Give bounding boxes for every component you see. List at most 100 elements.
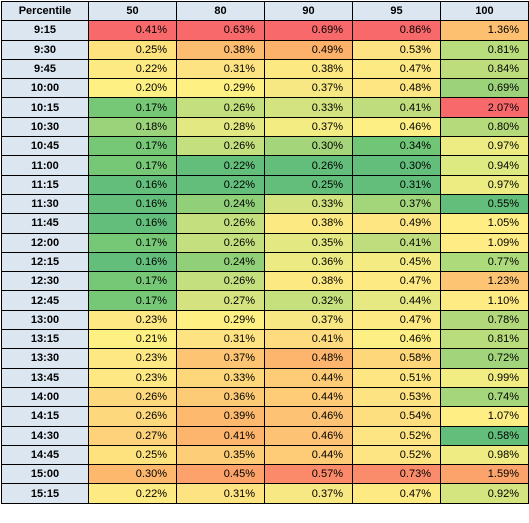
cell-p80[interactable]: 0.29% [176,309,265,331]
row-time-label[interactable]: 9:30 [1,39,89,60]
cell-p95[interactable]: 0.34% [352,136,441,157]
cell-p80[interactable]: 0.41% [176,425,265,446]
cell-p50[interactable]: 0.16% [88,174,177,195]
cell-p100[interactable]: 0.92% [440,483,529,504]
cell-p95[interactable]: 0.54% [352,406,441,427]
cell-p100[interactable]: 0.72% [440,348,529,369]
cell-p50[interactable]: 0.25% [88,39,177,60]
cell-p100[interactable]: 0.98% [440,444,529,466]
cell-p100[interactable]: 0.84% [440,58,529,80]
row-time-label[interactable]: 10:45 [1,136,89,157]
cell-p50[interactable]: 0.16% [88,213,177,234]
cell-p90[interactable]: 0.35% [264,232,353,253]
cell-p100[interactable]: 0.80% [440,116,529,138]
row-time-label[interactable]: 15:15 [1,483,89,504]
cell-p100[interactable]: 0.97% [440,136,529,157]
cell-p95[interactable]: 0.47% [352,483,441,504]
cell-p50[interactable]: 0.17% [88,271,177,292]
cell-p50[interactable]: 0.20% [88,78,177,99]
header-90[interactable]: 90 [264,0,353,22]
cell-p90[interactable]: 0.32% [264,290,353,311]
cell-p80[interactable]: 0.26% [176,213,265,234]
cell-p100[interactable]: 1.09% [440,232,529,253]
cell-p90[interactable]: 0.38% [264,58,353,80]
header-95[interactable]: 95 [352,0,441,22]
cell-p90[interactable]: 0.48% [264,348,353,369]
row-time-label[interactable]: 14:45 [1,444,89,466]
cell-p80[interactable]: 0.26% [176,136,265,157]
cell-p90[interactable]: 0.37% [264,483,353,504]
cell-p95[interactable]: 0.86% [352,20,441,41]
cell-p80[interactable]: 0.24% [176,193,265,215]
cell-p50[interactable]: 0.23% [88,309,177,331]
cell-p80[interactable]: 0.24% [176,251,265,273]
cell-p90[interactable]: 0.69% [264,20,353,41]
cell-p100[interactable]: 1.36% [440,20,529,41]
cell-p90[interactable]: 0.36% [264,251,353,273]
cell-p80[interactable]: 0.26% [176,271,265,292]
cell-p100[interactable]: 1.05% [440,213,529,234]
cell-p50[interactable]: 0.26% [88,406,177,427]
cell-p50[interactable]: 0.18% [88,116,177,138]
row-time-label[interactable]: 10:30 [1,116,89,138]
cell-p90[interactable]: 0.46% [264,406,353,427]
cell-p50[interactable]: 0.17% [88,97,177,118]
cell-p95[interactable]: 0.52% [352,444,441,466]
cell-p100[interactable]: 0.58% [440,425,529,446]
cell-p90[interactable]: 0.46% [264,425,353,446]
cell-p100[interactable]: 0.55% [440,193,529,215]
row-time-label[interactable]: 10:00 [1,78,89,99]
cell-p80[interactable]: 0.27% [176,290,265,311]
row-time-label[interactable]: 13:45 [1,367,89,388]
cell-p90[interactable]: 0.25% [264,174,353,195]
cell-p50[interactable]: 0.27% [88,425,177,446]
cell-p95[interactable]: 0.44% [352,290,441,311]
cell-p95[interactable]: 0.47% [352,309,441,331]
header-80[interactable]: 80 [176,0,265,22]
cell-p90[interactable]: 0.30% [264,136,353,157]
cell-p50[interactable]: 0.17% [88,290,177,311]
cell-p100[interactable]: 0.94% [440,155,529,176]
cell-p90[interactable]: 0.33% [264,97,353,118]
row-time-label[interactable]: 13:15 [1,329,89,350]
cell-p95[interactable]: 0.37% [352,193,441,215]
cell-p100[interactable]: 0.74% [440,386,529,408]
cell-p50[interactable]: 0.23% [88,367,177,388]
cell-p90[interactable]: 0.49% [264,39,353,60]
cell-p50[interactable]: 0.22% [88,58,177,80]
cell-p50[interactable]: 0.41% [88,20,177,41]
cell-p100[interactable]: 0.77% [440,251,529,273]
cell-p95[interactable]: 0.73% [352,464,441,485]
cell-p50[interactable]: 0.17% [88,136,177,157]
cell-p80[interactable]: 0.22% [176,174,265,195]
cell-p50[interactable]: 0.23% [88,348,177,369]
cell-p80[interactable]: 0.28% [176,116,265,138]
cell-p90[interactable]: 0.37% [264,309,353,331]
cell-p90[interactable]: 0.37% [264,116,353,138]
cell-p95[interactable]: 0.58% [352,348,441,369]
cell-p95[interactable]: 0.41% [352,97,441,118]
cell-p95[interactable]: 0.48% [352,78,441,99]
cell-p90[interactable]: 0.33% [264,193,353,215]
cell-p80[interactable]: 0.38% [176,39,265,60]
row-time-label[interactable]: 11:45 [1,213,89,234]
row-time-label[interactable]: 11:00 [1,155,89,176]
cell-p80[interactable]: 0.45% [176,464,265,485]
cell-p80[interactable]: 0.37% [176,348,265,369]
cell-p80[interactable]: 0.31% [176,483,265,504]
cell-p90[interactable]: 0.37% [264,78,353,99]
cell-p95[interactable]: 0.52% [352,425,441,446]
cell-p80[interactable]: 0.31% [176,58,265,80]
cell-p100[interactable]: 0.69% [440,78,529,99]
cell-p95[interactable]: 0.45% [352,251,441,273]
cell-p95[interactable]: 0.41% [352,232,441,253]
cell-p100[interactable]: 0.81% [440,39,529,60]
row-time-label[interactable]: 13:00 [1,309,89,331]
cell-p90[interactable]: 0.44% [264,444,353,466]
cell-p100[interactable]: 2.07% [440,97,529,118]
cell-p80[interactable]: 0.26% [176,97,265,118]
row-time-label[interactable]: 10:15 [1,97,89,118]
cell-p50[interactable]: 0.17% [88,232,177,253]
cell-p95[interactable]: 0.51% [352,367,441,388]
cell-p90[interactable]: 0.26% [264,155,353,176]
